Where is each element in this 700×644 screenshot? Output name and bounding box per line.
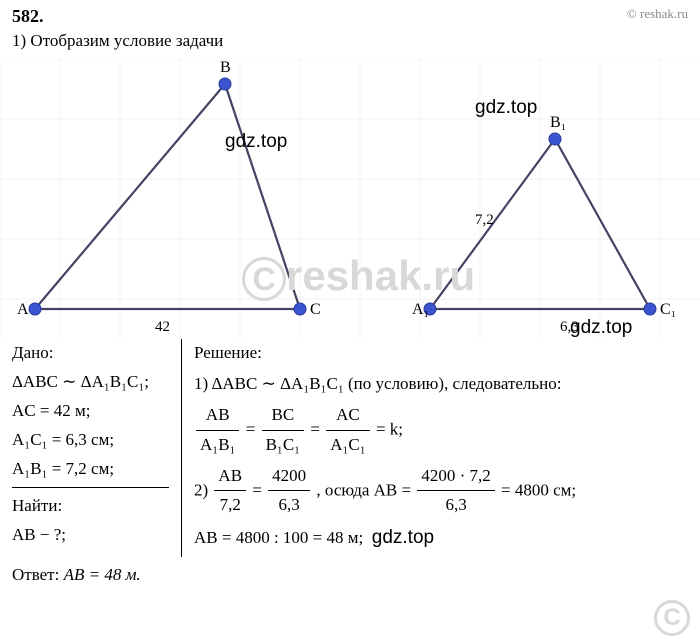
find-title: Найти: bbox=[12, 492, 169, 521]
solution-line-3: AB = 4800 : 100 = 48 м; gdz.top bbox=[194, 522, 688, 554]
given-line: A₁C₁ = 6,3 см; bbox=[12, 426, 169, 455]
svg-text:42: 42 bbox=[155, 319, 170, 335]
svg-text:A₁: A₁ bbox=[412, 301, 429, 318]
svg-text:C: C bbox=[310, 301, 321, 318]
svg-text:A: A bbox=[17, 301, 29, 318]
svg-text:6,3: 6,3 bbox=[560, 319, 579, 335]
solution-title: Решение: bbox=[194, 339, 688, 368]
triangles-svg: A B C 42 A₁ B₁ C₁ 7,2 6,3 bbox=[0, 59, 700, 339]
solution-column: Решение: 1) ΔABC ∼ ΔA₁B₁C₁ (по условию),… bbox=[182, 339, 688, 557]
given-line: ΔABC ∼ ΔA₁B₁C₁; bbox=[12, 368, 169, 397]
corner-copyright-icon: C bbox=[654, 600, 690, 636]
watermark-gdz: gdz.top bbox=[372, 527, 434, 548]
given-line: AC = 42 м; bbox=[12, 397, 169, 426]
given-line: A₁B₁ = 7,2 см; bbox=[12, 455, 169, 484]
given-title: Дано: bbox=[12, 339, 169, 368]
diagram-area: ABC42A₁B₁C₁7,26,3 Creshak.ru gdz.topgdz.… bbox=[0, 59, 700, 339]
site-credit: © reshak.ru bbox=[627, 6, 688, 27]
solution-line-1: 1) ΔABC ∼ ΔA₁B₁C₁ (по условию), следоват… bbox=[194, 370, 688, 399]
given-column: Дано: ΔABC ∼ ΔA₁B₁C₁; AC = 42 м; A₁C₁ = … bbox=[12, 339, 182, 557]
find-value: AB − ?; bbox=[12, 521, 169, 550]
problem-number: 582. bbox=[12, 6, 44, 27]
svg-text:C₁: C₁ bbox=[660, 301, 676, 318]
solution-line-2: 2) AB7,2 = 42006,3 , осюда AB = 4200 · 7… bbox=[194, 462, 688, 521]
solution-area: Дано: ΔABC ∼ ΔA₁B₁C₁; AC = 42 м; A₁C₁ = … bbox=[0, 339, 700, 557]
step-1-text: 1) Отобразим условие задачи bbox=[0, 29, 700, 59]
answer-row: Ответ: AB = 48 м. bbox=[0, 557, 700, 593]
svg-text:B: B bbox=[220, 59, 231, 76]
svg-text:7,2: 7,2 bbox=[475, 212, 494, 228]
svg-text:B₁: B₁ bbox=[550, 114, 566, 131]
solution-ratio: ABA₁B₁ = BCB₁C₁ = ACA₁C₁ = k; bbox=[194, 401, 688, 460]
